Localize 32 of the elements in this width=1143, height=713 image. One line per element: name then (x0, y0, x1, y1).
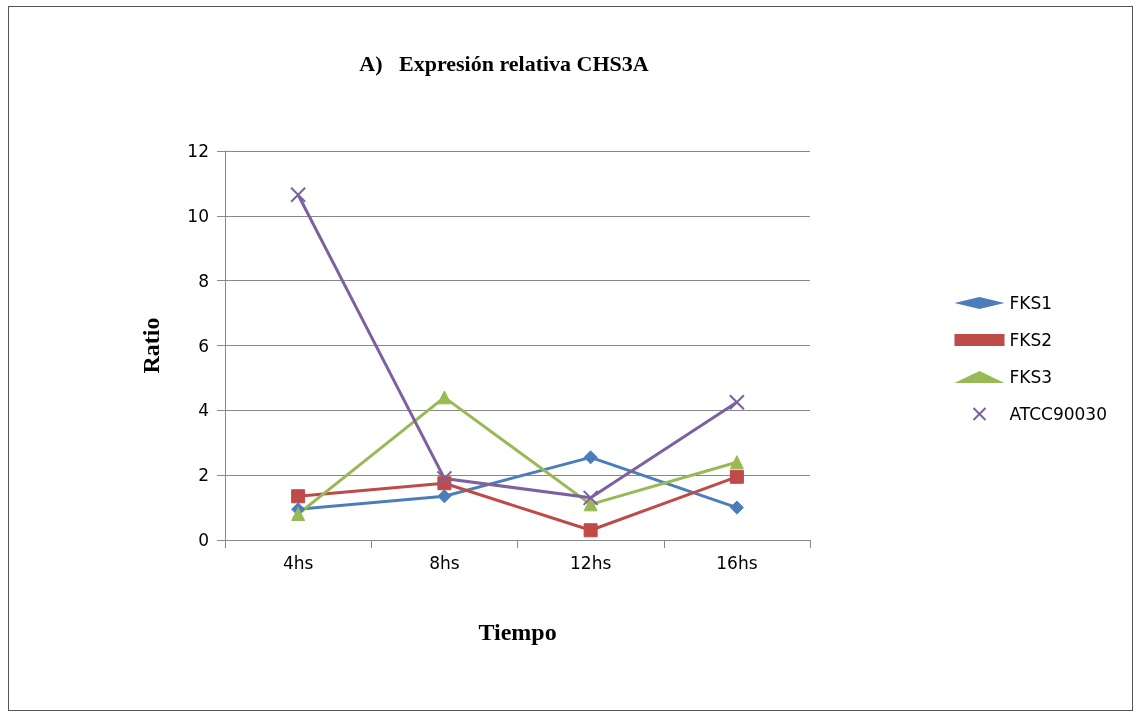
point (583, 523, 598, 538)
legend-label: ATCC90030 (1009, 404, 1108, 424)
y-tick-label: 2 (198, 465, 209, 486)
y-tick-label: 0 (198, 530, 209, 550)
y-tick-label: 10 (187, 205, 209, 226)
y-tick-label: 8 (198, 270, 209, 291)
x-tick-label: 12hs (569, 552, 612, 573)
y-tick-label: 4 (198, 400, 209, 421)
x-axis-title: Tiempo (478, 619, 557, 645)
point (582, 489, 599, 506)
x-tick-label: 4hs (282, 552, 314, 573)
point (729, 469, 744, 484)
point (291, 507, 306, 522)
point (728, 394, 745, 411)
y-tick-label: 12 (187, 141, 209, 161)
point (290, 186, 307, 203)
legend-label: FKS2 (1009, 330, 1053, 350)
point (291, 489, 306, 504)
y-axis-title: Ratio (138, 317, 164, 374)
point (729, 500, 744, 515)
point (437, 489, 452, 504)
legend-label: FKS1 (1009, 293, 1053, 313)
point (436, 470, 453, 487)
x-tick-label: 16hs (716, 552, 758, 573)
x-tick-label: 8hs (429, 552, 460, 573)
chart-title: A) Expresión relativa CHS3A (359, 50, 649, 76)
point (437, 390, 452, 405)
point (583, 497, 598, 512)
point (583, 450, 598, 465)
y-tick-label: 6 (198, 335, 209, 356)
point (729, 455, 744, 470)
legend-label: FKS3 (1009, 367, 1053, 387)
